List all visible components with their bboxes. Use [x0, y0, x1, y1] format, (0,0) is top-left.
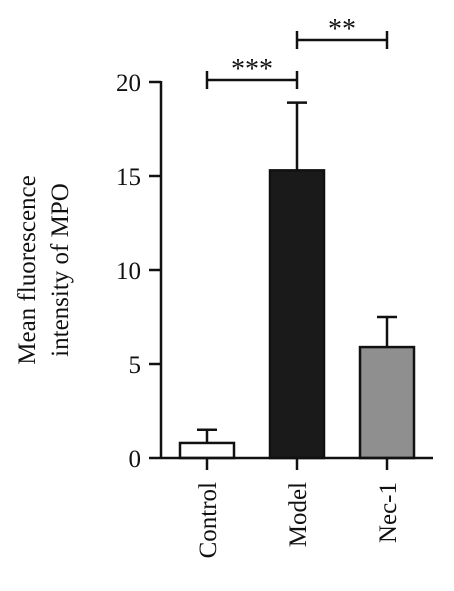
significance-label: *** [231, 54, 273, 85]
y-tick-label: 20 [116, 70, 141, 97]
y-axis-ticks: 0 5 10 15 20 [116, 70, 161, 473]
category-label: Control [195, 482, 222, 558]
significance-brackets: ***** [205, 14, 389, 89]
y-axis-label-line-1: Mean fluorescence [14, 175, 41, 364]
x-axis-category-labels: Control Model Nec-1 [195, 482, 402, 558]
bar-control [178, 441, 236, 460]
bars [178, 101, 416, 470]
y-tick-label: 5 [129, 352, 142, 379]
y-tick-label: 10 [116, 258, 141, 285]
y-tick-label: 0 [129, 446, 142, 473]
category-label: Model [285, 482, 312, 547]
y-axis-label-line-2: intensity of MPO [47, 183, 74, 357]
y-tick-label: 15 [116, 164, 141, 191]
bar-model [268, 169, 326, 460]
category-label: Nec-1 [375, 482, 402, 543]
y-axis-label: Mean fluorescence intensity of MPO [14, 175, 74, 364]
significance-label: ** [328, 14, 356, 45]
bar-nec-1 [358, 345, 416, 460]
